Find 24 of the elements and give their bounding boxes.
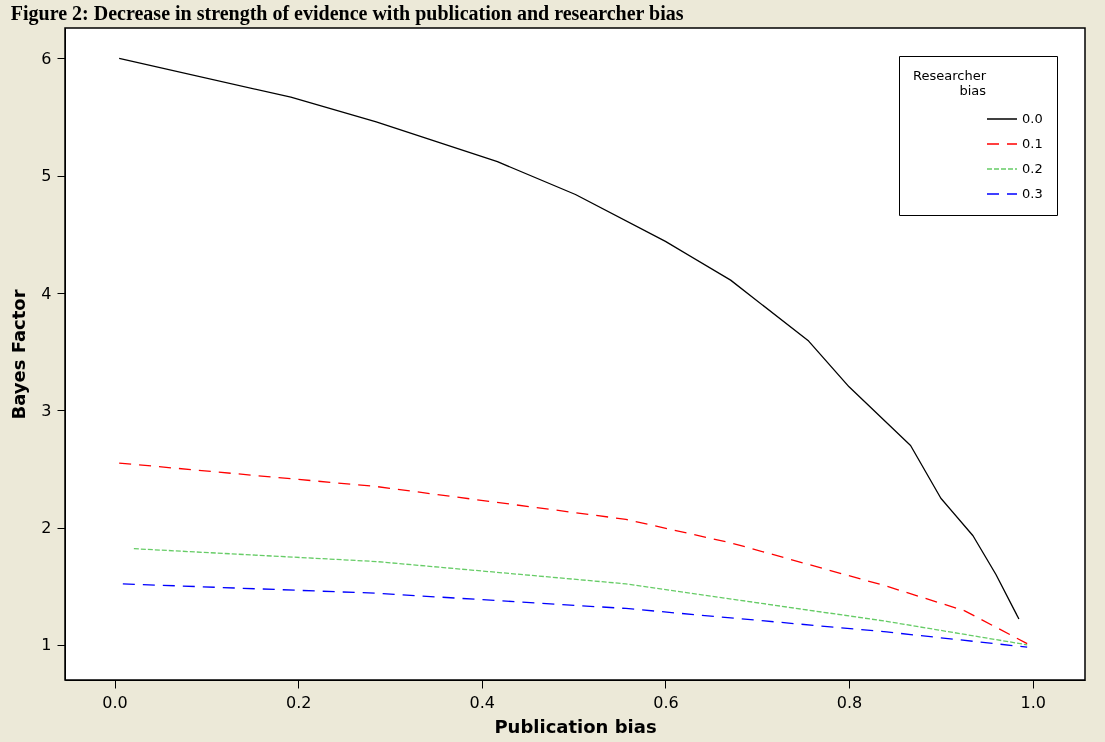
y-tick-label: 2 (41, 518, 52, 538)
x-tick-label: 0.4 (469, 692, 496, 712)
legend-label: 0.1 (1022, 136, 1043, 151)
x-tick-label: 0.2 (285, 692, 312, 712)
line-series (133, 548, 1028, 646)
x-tick-label: 1.0 (1020, 692, 1046, 712)
y-tick-label: 5 (41, 166, 52, 186)
line-series (122, 583, 1028, 648)
legend-label: 0.3 (1022, 186, 1043, 201)
legend-label: 0.2 (1022, 161, 1043, 176)
x-tick-label: 0.0 (102, 692, 128, 712)
x-tick-label: 0.6 (653, 692, 679, 712)
x-axis-title: Publication bias (494, 715, 657, 737)
y-axis-title: Bayes Factor (8, 289, 30, 420)
y-tick-label: 6 (41, 48, 52, 68)
y-tick-label: 3 (41, 400, 52, 420)
legend-label: 0.0 (1022, 111, 1043, 126)
legend-title: Researcher bias (913, 68, 987, 98)
x-tick-label: 0.8 (836, 692, 863, 712)
chart-title: Figure 2: Decrease in strength of evidence with publication and researcher bias (10, 2, 684, 25)
line-series (118, 462, 1028, 645)
line-series (118, 57, 1020, 620)
y-tick-label: 1 (41, 635, 52, 655)
y-tick-label: 4 (41, 283, 52, 303)
